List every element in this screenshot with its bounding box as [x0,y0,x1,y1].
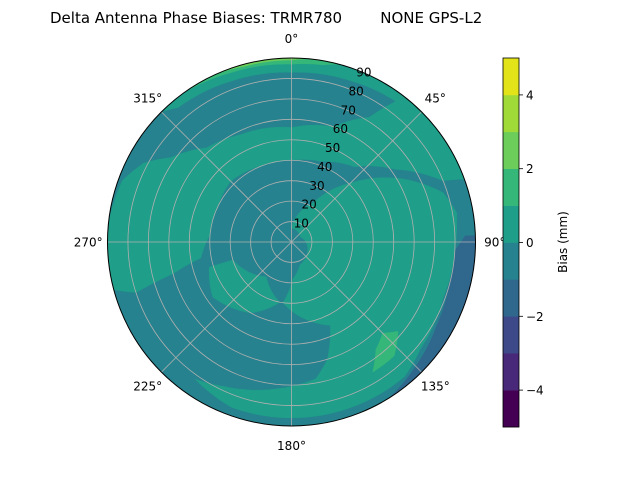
radial-tick-label: 70 [341,103,356,117]
radial-tick-label: 10 [294,217,309,231]
colorbar-band [503,131,519,169]
colorbar: −4 −2 0 2 4 Bias (mm) [502,57,570,428]
colorbar-band [503,316,519,354]
radial-tick-label: 60 [333,122,348,136]
contour-region-4 [388,235,476,399]
angular-tick-label: 45° [425,92,446,106]
radial-tick-label: 90 [356,66,371,80]
colorbar-band [503,242,519,280]
colorbar-band [503,58,519,96]
angular-gridline [291,241,422,373]
angular-tick-label: 180° [277,439,306,453]
colorbar-band [503,94,519,133]
angular-gridline [161,111,292,243]
colorbar-band [503,279,519,317]
radial-tick-label: 50 [325,141,340,155]
radial-tick-label: 40 [317,160,332,174]
angular-tick-label: 315° [133,92,162,106]
colorbar-label: Bias (mm) [556,211,570,273]
polar-frame [107,57,476,427]
colorbar-tick-label: 4 [526,88,534,102]
colorbar-tick-label: −2 [526,310,544,324]
angular-gridline [291,111,422,243]
angular-tick-label: 135° [421,379,450,393]
polar-plot-area: 0° 45° 90° 135° 180° 225° 270° 315° 10 20 30 40 50 6… [74,32,506,453]
colorbar-band [503,168,519,206]
colorbar-band [503,205,519,243]
angular-tick-labels: 0° 45° 90° 135° 180° 225° 270° 315° [74,32,506,453]
colorbar-band [503,390,519,428]
radial-tick-labels: 10 20 30 40 50 60 70 80 90 [294,66,372,231]
radial-tick-label: 30 [309,179,324,193]
contour-region-5 [372,331,399,373]
chart-title: Delta Antenna Phase Biases: TRMR780 NONE… [50,9,482,27]
radial-tick-label: 80 [348,84,363,98]
angular-tick-label: 270° [74,236,103,250]
polar-grid [107,58,476,426]
colorbar-tick-label: 2 [526,162,534,176]
angular-tick-label: 90° [484,236,505,250]
colorbar-band [503,353,519,391]
angular-tick-label: 0° [285,32,299,46]
colorbar-tick-label: −4 [526,384,544,398]
angular-gridline [161,241,292,373]
angular-tick-label: 225° [133,379,162,393]
radial-tick-label: 20 [302,198,317,212]
colorbar-tick-label: 0 [526,236,534,250]
